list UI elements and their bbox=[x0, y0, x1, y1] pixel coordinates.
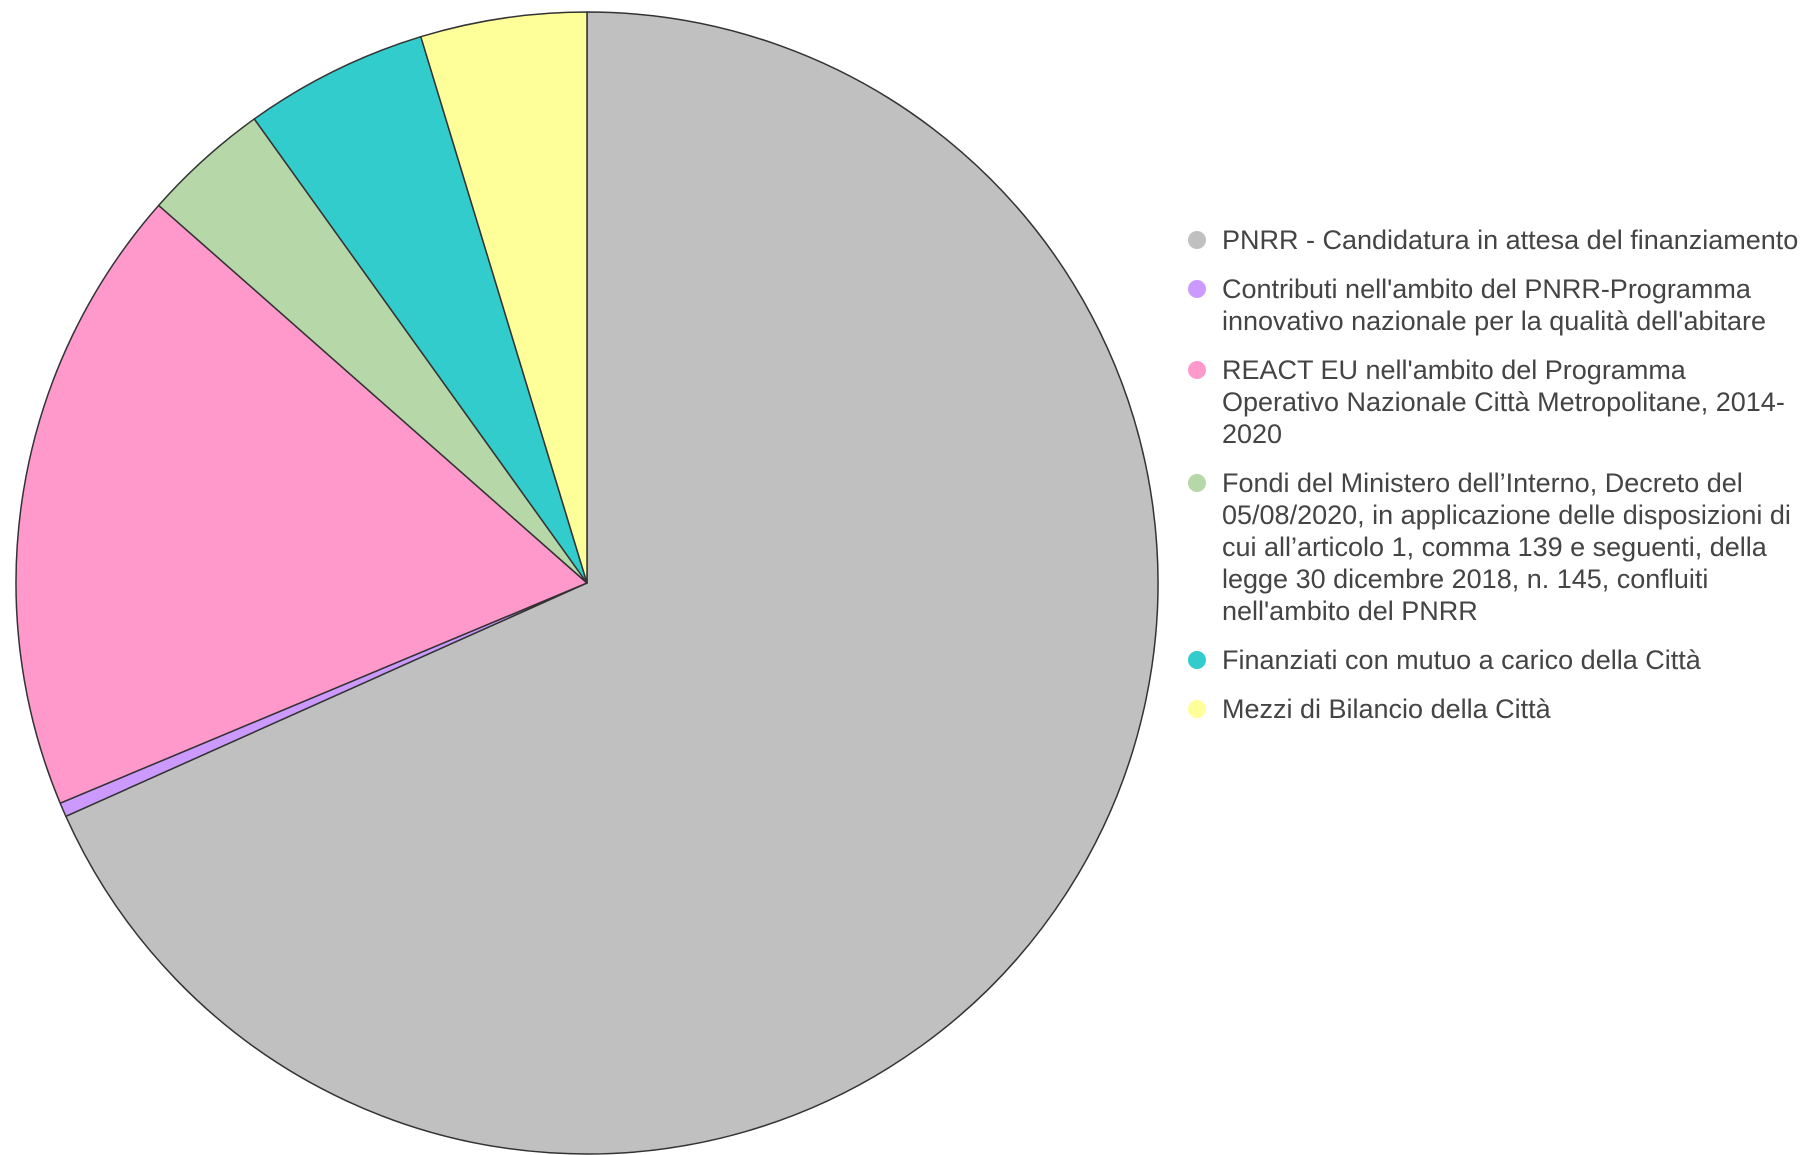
legend-label: Fondi del Ministero dell’Interno, Decret… bbox=[1222, 468, 1791, 626]
legend-swatch bbox=[1188, 280, 1206, 298]
legend-swatch bbox=[1188, 474, 1206, 492]
chart bbox=[15, 11, 1159, 1155]
legend-label: REACT EU nell'ambito del Programma Opera… bbox=[1222, 355, 1785, 449]
legend: PNRR - Candidatura in attesa del finanzi… bbox=[1188, 224, 1808, 742]
legend-label: Contributi nell'ambito del PNRR-Programm… bbox=[1222, 274, 1767, 336]
pie-slice bbox=[15, 204, 588, 804]
pie-slice bbox=[65, 11, 1159, 1155]
legend-item: Fondi del Ministero dell’Interno, Decret… bbox=[1188, 467, 1808, 627]
legend-item: Finanziati con mutuo a carico della Citt… bbox=[1188, 644, 1808, 676]
legend-item: Contributi nell'ambito del PNRR-Programm… bbox=[1188, 273, 1808, 337]
legend-swatch bbox=[1188, 361, 1206, 379]
legend-label: Finanziati con mutuo a carico della Citt… bbox=[1222, 645, 1701, 675]
legend-item: REACT EU nell'ambito del Programma Opera… bbox=[1188, 354, 1808, 450]
legend-label: PNRR - Candidatura in attesa del finanzi… bbox=[1222, 225, 1799, 255]
legend-label: Mezzi di Bilancio della Città bbox=[1222, 694, 1551, 724]
pie-slice bbox=[253, 35, 588, 584]
legend-swatch bbox=[1188, 700, 1206, 718]
pie-slice bbox=[420, 11, 588, 584]
legend-swatch bbox=[1188, 231, 1206, 249]
legend-swatch bbox=[1188, 651, 1206, 669]
legend-item: PNRR - Candidatura in attesa del finanzi… bbox=[1188, 224, 1808, 256]
legend-item: Mezzi di Bilancio della Città bbox=[1188, 693, 1808, 725]
